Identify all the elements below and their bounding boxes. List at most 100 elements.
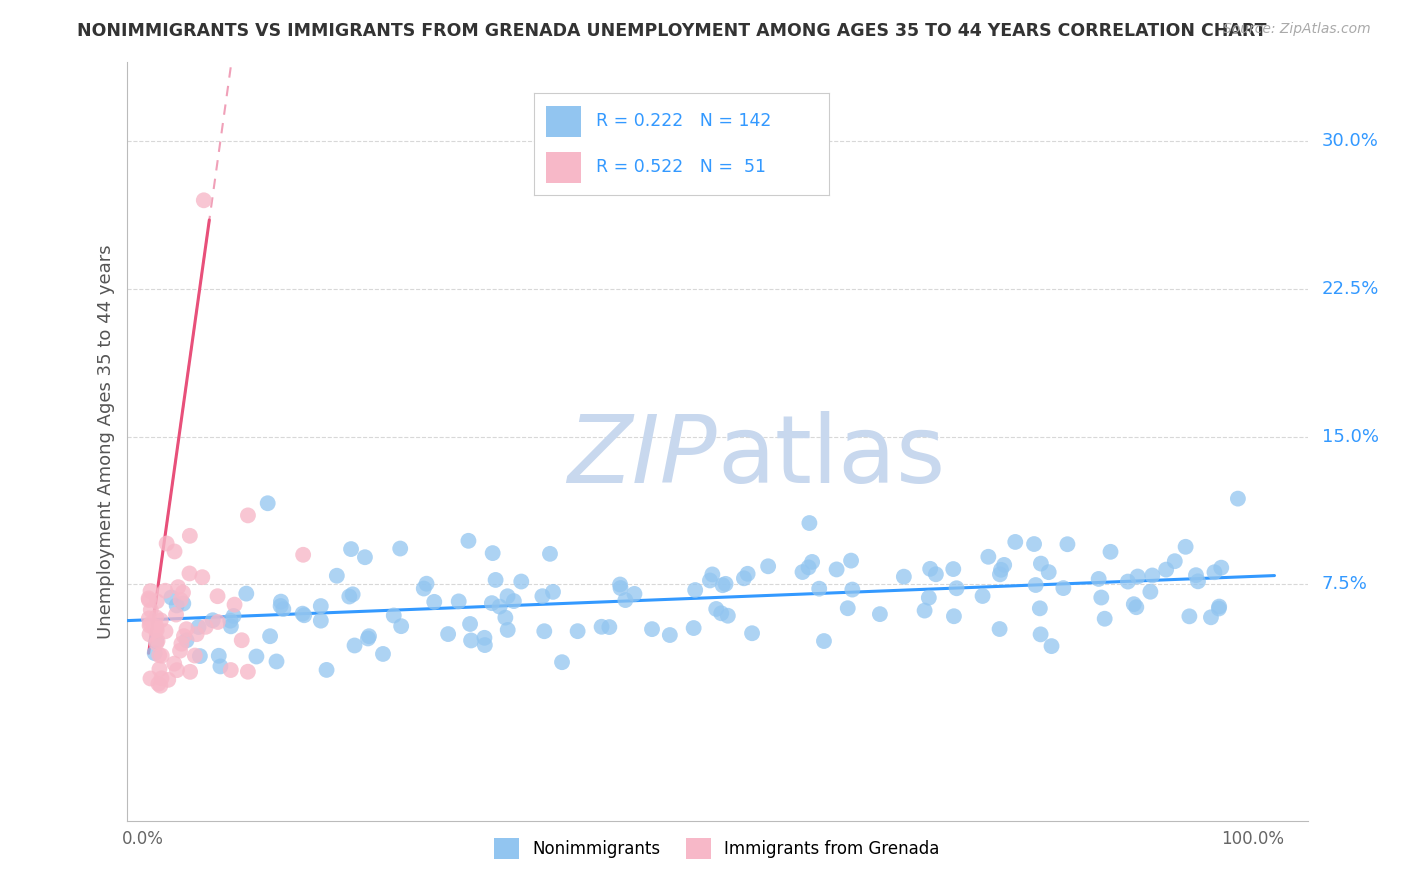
Point [209,659,232,673]
Point [710,607,733,621]
Point [169,643,191,657]
Point [1116,574,1139,589]
Point [389,541,412,556]
Point [988,622,1011,636]
Point [148,662,170,676]
Point [942,609,965,624]
Point [357,632,380,646]
Point [1040,639,1063,653]
Point [839,553,862,567]
Point [474,638,496,652]
Point [245,649,267,664]
Point [179,529,201,543]
Point [609,577,631,591]
Point [148,677,170,691]
Point [292,548,315,562]
Point [737,566,759,581]
Point [1052,581,1074,595]
Point [415,576,437,591]
Text: 30.0%: 30.0% [1322,132,1379,150]
Point [496,589,519,603]
Point [423,595,446,609]
Point [143,646,166,660]
Point [149,614,172,628]
Point [914,604,936,618]
Point [309,614,332,628]
Point [496,623,519,637]
Point [236,508,259,523]
Point [179,665,201,679]
Point [219,619,242,633]
Point [623,587,645,601]
Point [343,639,366,653]
Point [138,618,160,632]
Point [155,624,177,639]
Point [484,573,506,587]
Point [315,663,337,677]
Point [231,633,253,648]
Point [170,637,193,651]
Point [389,619,412,633]
Point [169,593,191,607]
Point [1174,540,1197,554]
Point [510,574,533,589]
Point [138,593,160,607]
Point [176,633,198,648]
Text: 15.0%: 15.0% [1322,427,1379,446]
Text: 0.0%: 0.0% [122,830,165,847]
Point [1038,565,1060,579]
Point [145,610,167,624]
Point [801,555,824,569]
Point [1099,545,1122,559]
Point [741,626,763,640]
Point [531,589,554,603]
Point [494,610,516,624]
Point [567,624,589,639]
Point [990,563,1012,577]
Point [219,663,242,677]
Point [184,648,207,663]
Point [1122,597,1144,611]
Point [357,629,380,643]
Point [808,582,831,596]
Point [208,648,231,663]
Point [733,571,755,585]
Point [354,550,377,565]
Point [166,599,188,613]
Point [326,568,349,582]
Point [371,647,394,661]
Point [259,629,281,643]
Point [1090,591,1112,605]
Point [173,629,195,643]
Point [825,562,848,576]
Point [481,546,503,560]
Point [342,587,364,601]
Point [481,596,503,610]
Point [977,549,1000,564]
Point [641,622,664,636]
Point [533,624,555,639]
Point [702,567,724,582]
Point [146,633,169,648]
Point [191,570,214,584]
Point [138,591,160,606]
Point [474,631,496,645]
Point [201,613,224,627]
Point [457,533,479,548]
Point [145,636,167,650]
Point [412,582,434,596]
Point [460,633,482,648]
Point [813,634,835,648]
Point [1208,599,1230,614]
Point [172,597,194,611]
Point [447,594,470,608]
Point [148,648,170,663]
Point [437,627,460,641]
Point [270,594,292,608]
Point [207,615,229,629]
Point [699,574,721,588]
Point [155,583,177,598]
Point [186,627,208,641]
Point [176,622,198,636]
Point [1226,491,1249,506]
